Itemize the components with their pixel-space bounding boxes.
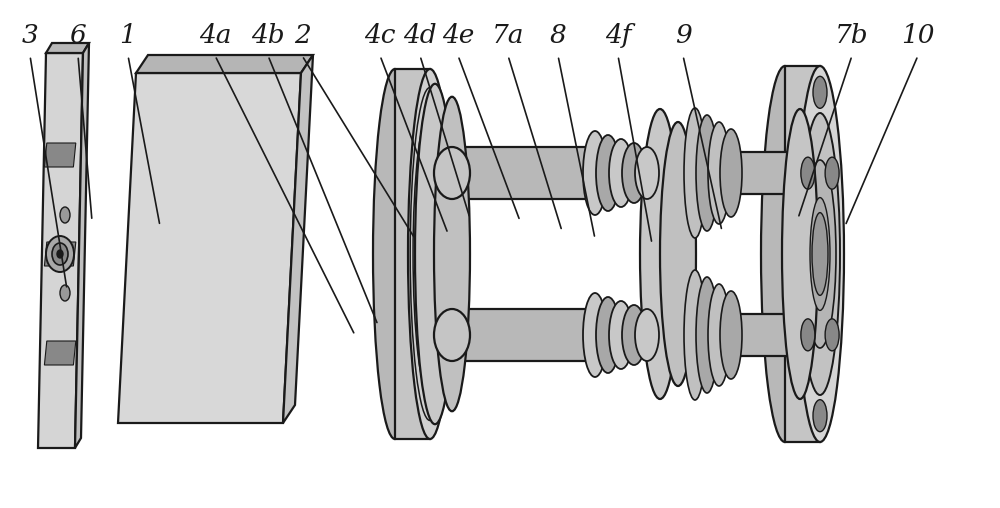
Text: 7a: 7a	[492, 23, 524, 48]
Polygon shape	[283, 55, 313, 423]
Polygon shape	[118, 73, 301, 423]
Text: 2: 2	[294, 23, 310, 48]
Ellipse shape	[720, 129, 742, 217]
Ellipse shape	[720, 291, 742, 379]
Ellipse shape	[812, 213, 828, 295]
Text: 4e: 4e	[442, 23, 474, 48]
Ellipse shape	[434, 147, 470, 199]
Ellipse shape	[761, 66, 809, 442]
Ellipse shape	[813, 400, 827, 432]
Text: 6: 6	[70, 23, 86, 48]
Ellipse shape	[622, 143, 646, 203]
Ellipse shape	[60, 207, 70, 223]
Polygon shape	[395, 69, 430, 439]
Ellipse shape	[696, 277, 718, 393]
Ellipse shape	[708, 122, 730, 224]
Polygon shape	[785, 66, 820, 442]
Ellipse shape	[796, 66, 844, 442]
Text: 9: 9	[675, 23, 691, 48]
Text: 4b: 4b	[251, 23, 285, 48]
Text: 4d: 4d	[403, 23, 437, 48]
Polygon shape	[46, 43, 89, 53]
Ellipse shape	[46, 236, 74, 272]
Text: 10: 10	[901, 23, 935, 48]
Ellipse shape	[609, 139, 633, 207]
Bar	[452, 309, 595, 361]
Ellipse shape	[801, 319, 815, 351]
Ellipse shape	[635, 309, 659, 361]
Ellipse shape	[583, 131, 607, 215]
Ellipse shape	[373, 69, 417, 439]
Polygon shape	[44, 341, 76, 365]
Ellipse shape	[804, 160, 836, 348]
Text: 7b: 7b	[835, 23, 869, 48]
Bar	[678, 152, 800, 194]
Text: 4f: 4f	[605, 23, 631, 48]
Ellipse shape	[684, 270, 706, 400]
Ellipse shape	[635, 147, 659, 199]
Ellipse shape	[800, 113, 840, 395]
Ellipse shape	[434, 309, 470, 361]
Ellipse shape	[825, 157, 839, 189]
Ellipse shape	[813, 76, 827, 108]
Ellipse shape	[57, 250, 63, 258]
Polygon shape	[75, 43, 89, 448]
Ellipse shape	[640, 109, 680, 399]
Polygon shape	[44, 242, 76, 266]
Ellipse shape	[684, 108, 706, 238]
Text: 1: 1	[120, 23, 136, 48]
Ellipse shape	[583, 293, 607, 377]
Bar	[452, 147, 595, 199]
Ellipse shape	[434, 97, 470, 411]
Ellipse shape	[596, 297, 620, 373]
Ellipse shape	[660, 122, 696, 386]
Bar	[678, 314, 800, 356]
Ellipse shape	[622, 305, 646, 365]
Ellipse shape	[408, 69, 452, 439]
Polygon shape	[136, 55, 313, 73]
Ellipse shape	[801, 157, 815, 189]
Ellipse shape	[696, 115, 718, 231]
Ellipse shape	[825, 319, 839, 351]
Text: 8: 8	[550, 23, 566, 48]
Text: 4a: 4a	[199, 23, 231, 48]
Polygon shape	[38, 53, 83, 448]
Ellipse shape	[415, 84, 455, 424]
Ellipse shape	[596, 135, 620, 211]
Ellipse shape	[60, 285, 70, 301]
Ellipse shape	[609, 301, 633, 369]
Polygon shape	[44, 143, 76, 167]
Text: 3: 3	[22, 23, 38, 48]
Text: 4c: 4c	[364, 23, 396, 48]
Ellipse shape	[782, 109, 818, 399]
Ellipse shape	[708, 284, 730, 386]
Ellipse shape	[810, 198, 830, 310]
Ellipse shape	[52, 243, 68, 265]
